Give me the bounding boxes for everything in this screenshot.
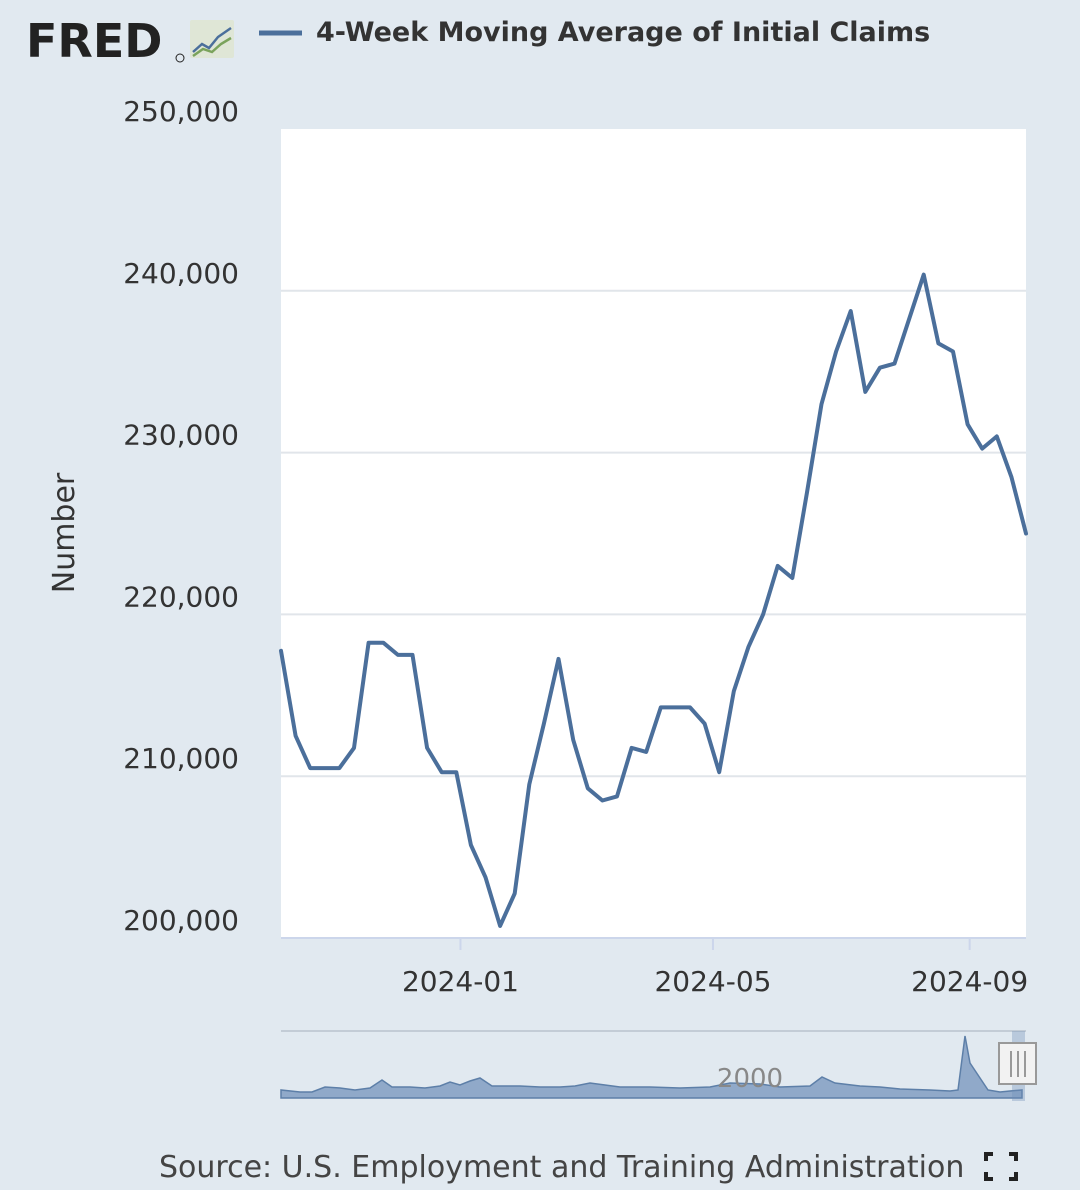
y-axis-label: Number: [47, 472, 82, 593]
navigator-area: [280, 1035, 1023, 1099]
navigator-year-label: 2000: [717, 1064, 783, 1094]
fred-chart-icon: [175, 20, 234, 63]
y-tick-label: 250,000: [123, 95, 239, 128]
gridlines: [281, 289, 1026, 939]
x-tick-label: 2024-09: [911, 965, 1028, 998]
y-tick-label: 240,000: [123, 257, 239, 290]
x-axis: 2024-01 2024-05 2024-09: [402, 938, 1028, 998]
series-line[interactable]: [279, 272, 1028, 928]
navigator[interactable]: 2000: [280, 1030, 1037, 1101]
plot-area: [281, 129, 1026, 938]
y-tick-label: 230,000: [123, 419, 239, 452]
y-tick-label: 200,000: [123, 904, 239, 937]
y-axis: 200,000 210,000 220,000 230,000 240,000 250,0…: [123, 95, 239, 937]
legend-label: 4-Week Moving Average of Initial Claims: [316, 17, 930, 48]
source-text: Source: U.S. Employment and Training Adm…: [159, 1150, 964, 1185]
y-tick-label: 220,000: [123, 580, 239, 613]
y-tick-label: 210,000: [123, 742, 239, 775]
fred-logo[interactable]: FRED: [26, 14, 234, 68]
x-tick-label: 2024-01: [402, 965, 519, 998]
legend[interactable]: 4-Week Moving Average of Initial Claims: [259, 17, 930, 48]
logo-text: FRED: [26, 14, 162, 68]
navigator-handle-icon[interactable]: [998, 1042, 1037, 1085]
fullscreen-icon[interactable]: [984, 1152, 1018, 1181]
x-tick-label: 2024-05: [654, 965, 771, 998]
